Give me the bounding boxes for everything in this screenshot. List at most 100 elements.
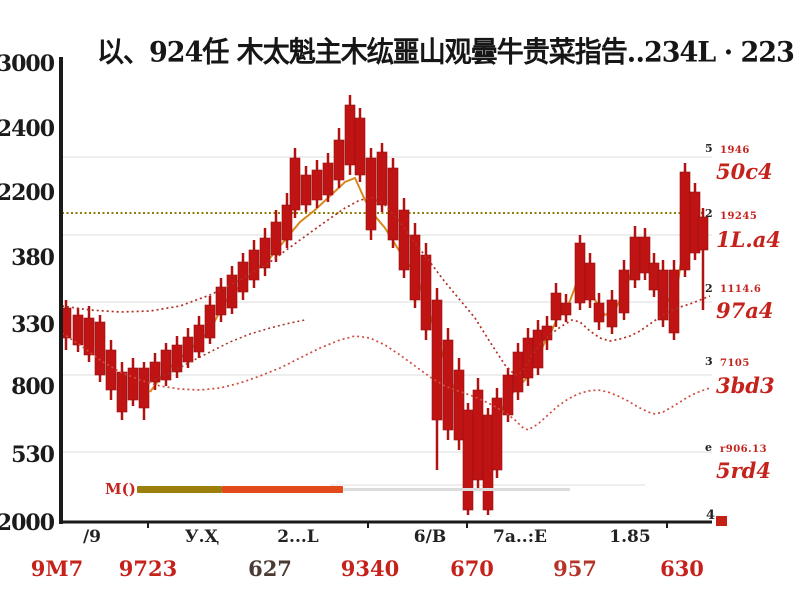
x-axis-price-label: 670 bbox=[450, 556, 494, 581]
y-axis-label: 3000 bbox=[0, 51, 55, 77]
x-axis-date-label: 7а..:Е bbox=[493, 527, 547, 547]
legend-entry-label: 1114.6 bbox=[720, 284, 762, 295]
axis-end-glyph: 4 bbox=[706, 508, 716, 523]
candle-body bbox=[72, 314, 84, 346]
candle-body bbox=[420, 254, 432, 331]
candle-body bbox=[679, 171, 691, 271]
legend-entry-value: 50c4 bbox=[716, 159, 773, 184]
candle-body bbox=[160, 349, 172, 381]
candle-body bbox=[138, 367, 150, 409]
y-axis-label: 2400 bbox=[0, 116, 55, 142]
candle-body bbox=[472, 389, 484, 481]
x-axis-date-label: /9 bbox=[82, 527, 102, 547]
x-axis-date-label: 1.85 bbox=[609, 527, 651, 547]
candle-body bbox=[344, 104, 356, 166]
candle-body bbox=[333, 139, 345, 181]
y-axis-label: 330 bbox=[11, 312, 55, 338]
x-axis-price-label: 957 bbox=[553, 556, 597, 581]
candle-body bbox=[322, 162, 334, 196]
candle-body bbox=[550, 292, 562, 321]
x-axis-date-label: У.Ҳ bbox=[184, 527, 220, 547]
candle-body bbox=[409, 234, 421, 301]
candle-body bbox=[105, 349, 117, 391]
candle-body bbox=[204, 304, 216, 339]
candle-body bbox=[237, 261, 249, 293]
candle-body bbox=[354, 117, 366, 176]
candle-body bbox=[668, 269, 680, 334]
candle-body bbox=[593, 302, 605, 323]
x-axis-price-label: 627 bbox=[248, 556, 292, 581]
candle-body bbox=[149, 361, 161, 383]
candle-body bbox=[289, 157, 301, 211]
range-bar-segment[interactable] bbox=[343, 488, 570, 491]
range-bar-segment[interactable] bbox=[222, 486, 343, 493]
candle-body bbox=[532, 329, 544, 369]
candle-body bbox=[259, 237, 271, 269]
legend-tick-glyph: 5 bbox=[705, 142, 713, 155]
candle-body bbox=[462, 409, 474, 511]
candle-body bbox=[94, 321, 106, 376]
range-bar-segment[interactable] bbox=[137, 486, 222, 493]
x-axis-price-label: 9M7 bbox=[30, 556, 84, 581]
candle-body bbox=[560, 302, 572, 316]
y-axis-label: 800 bbox=[11, 374, 55, 400]
legend-entry-value: 3bd3 bbox=[716, 373, 775, 398]
candle-body bbox=[648, 262, 660, 291]
chart-title: 以、924任 木太魁主木纮噩山观曇牛贵菜指告‥234L · 223 bbox=[97, 36, 795, 69]
legend-entry-value: 97a4 bbox=[716, 298, 774, 323]
candle-body bbox=[431, 299, 443, 421]
candle-body bbox=[127, 367, 139, 401]
legend-entry-value: 1L.a4 bbox=[716, 227, 781, 252]
candle-body bbox=[171, 344, 183, 373]
candle-body bbox=[193, 324, 205, 353]
legend-entry-label: 7105 bbox=[720, 358, 750, 369]
y-axis-label: 2000 bbox=[0, 510, 55, 536]
y-axis-label: 380 bbox=[11, 245, 55, 271]
candle-body bbox=[491, 397, 503, 471]
x-axis-date-label: 2...L bbox=[277, 527, 319, 547]
candle-body bbox=[618, 269, 630, 314]
legend-entry-value: 5rd4 bbox=[716, 458, 771, 483]
legend-entry-label: 19245 bbox=[720, 211, 758, 222]
axis-end-red-dot bbox=[716, 516, 727, 526]
candle-body bbox=[311, 169, 323, 201]
y-axis-label: 2200 bbox=[0, 180, 55, 206]
slow-ma-line bbox=[61, 332, 711, 431]
candle-body bbox=[376, 151, 388, 206]
candle-body bbox=[83, 317, 95, 356]
candle-body bbox=[300, 174, 312, 206]
legend-entry-label: r906.13 bbox=[720, 444, 768, 455]
candle-body bbox=[502, 374, 514, 416]
legend-tick-glyph: 2 bbox=[705, 207, 713, 220]
candle-body bbox=[541, 325, 553, 341]
candle-body bbox=[574, 242, 586, 304]
candle-body bbox=[657, 269, 669, 321]
candle-body bbox=[629, 236, 641, 281]
candle-body bbox=[116, 371, 128, 413]
y-axis-label: 530 bbox=[11, 442, 55, 468]
candle-body bbox=[482, 414, 494, 511]
candle-body bbox=[639, 236, 651, 274]
candle-body bbox=[522, 337, 534, 379]
candle-body bbox=[398, 209, 410, 271]
candle-body bbox=[512, 351, 524, 393]
candle-body bbox=[584, 262, 596, 301]
candle-body bbox=[270, 221, 282, 256]
mid-ma-line bbox=[61, 197, 711, 377]
candle-body bbox=[606, 299, 618, 328]
candle-body bbox=[215, 286, 227, 316]
left-ma-fragment-line bbox=[149, 319, 306, 383]
legend-tick-glyph: 3 bbox=[705, 355, 713, 368]
x-axis-price-label: 630 bbox=[660, 556, 704, 581]
x-axis-price-label: 9723 bbox=[118, 556, 178, 581]
legend-tick-glyph: 2 bbox=[705, 282, 713, 295]
candle-body bbox=[453, 369, 465, 441]
range-bar-label: M() bbox=[105, 480, 136, 498]
candle-body bbox=[281, 204, 293, 241]
candle-body bbox=[248, 249, 260, 281]
x-axis-price-label: 9340 bbox=[340, 556, 400, 581]
candle-body bbox=[387, 167, 399, 241]
candle-body bbox=[182, 336, 194, 363]
